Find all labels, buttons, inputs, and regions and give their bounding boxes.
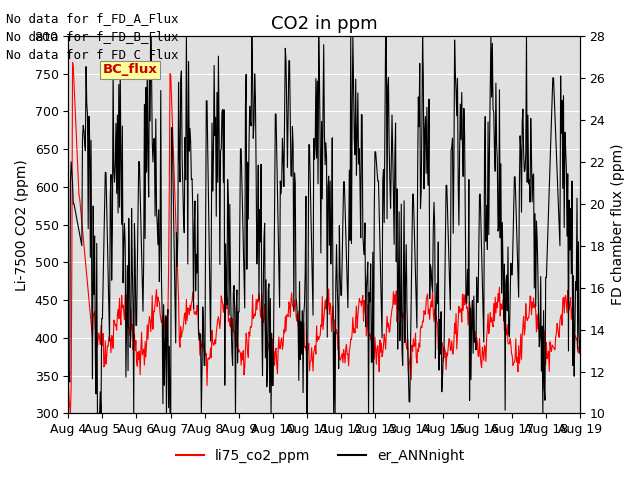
Y-axis label: Li-7500 CO2 (ppm): Li-7500 CO2 (ppm) bbox=[15, 159, 29, 290]
Legend: li75_co2_ppm, er_ANNnight: li75_co2_ppm, er_ANNnight bbox=[170, 443, 470, 468]
Text: BC_flux: BC_flux bbox=[102, 63, 157, 76]
Title: CO2 in ppm: CO2 in ppm bbox=[271, 15, 378, 33]
Y-axis label: FD chamber flux (ppm): FD chamber flux (ppm) bbox=[611, 144, 625, 305]
Text: No data for f_FD_C_Flux: No data for f_FD_C_Flux bbox=[6, 48, 179, 61]
Text: No data for f_FD_B_Flux: No data for f_FD_B_Flux bbox=[6, 30, 179, 43]
Text: No data for f_FD_A_Flux: No data for f_FD_A_Flux bbox=[6, 12, 179, 25]
